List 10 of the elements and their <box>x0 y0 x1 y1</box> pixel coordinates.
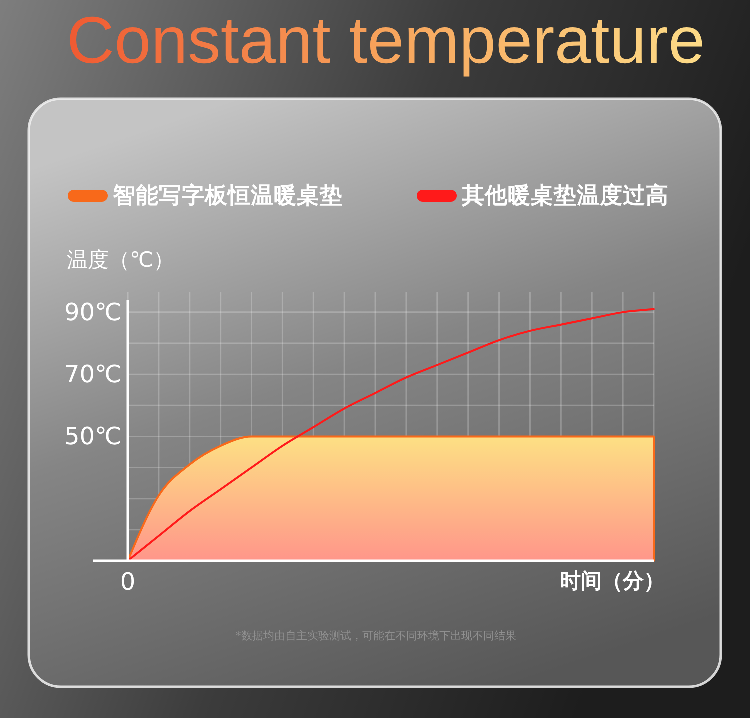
legend-label: 智能写字板恒温暖桌垫 <box>112 182 343 209</box>
legend-label: 其他暖桌垫温度过高 <box>461 182 669 209</box>
y-tick-label: 70℃ <box>64 360 122 389</box>
y-tick-label: 50℃ <box>64 422 122 451</box>
chart-title: Constant temperature <box>66 3 706 77</box>
y-axis-title: 温度（℃） <box>67 248 175 272</box>
y-tick-label: 90℃ <box>64 298 122 326</box>
x-tick-label: 0 <box>120 568 136 596</box>
x-axis-title: 时间（分） <box>560 569 665 593</box>
line-series <box>127 308 655 562</box>
